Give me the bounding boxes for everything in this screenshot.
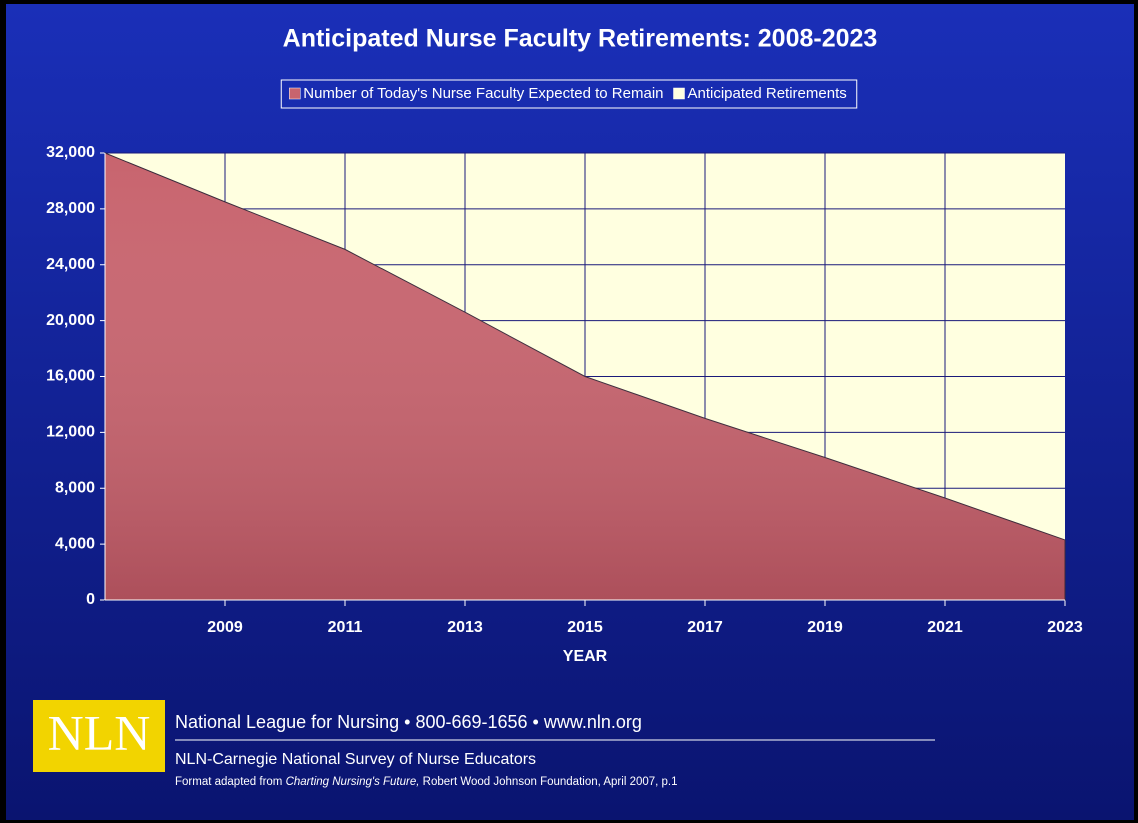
logo: NLN <box>48 704 151 760</box>
y-tick-label: 28,000 <box>46 200 95 217</box>
x-tick-label: 2023 <box>1047 619 1083 636</box>
x-tick-label: 2009 <box>207 619 243 636</box>
logo-box <box>33 700 165 772</box>
y-tick-label: 32,000 <box>46 144 95 161</box>
legend: Number of Today's Nurse Faculty Expected… <box>280 79 858 109</box>
chart-title: Anticipated Nurse Faculty Retirements: 2… <box>283 25 878 53</box>
x-tick-label: 2019 <box>807 619 843 636</box>
y-tick-label: 4,000 <box>55 535 95 552</box>
legend-swatch <box>289 87 301 100</box>
x-tick-label: 2021 <box>927 619 963 636</box>
y-tick-label: 12,000 <box>46 424 95 441</box>
x-tick-label: 2011 <box>328 619 363 636</box>
area-shade <box>105 153 1065 600</box>
x-tick-label: 2013 <box>447 619 483 636</box>
y-tick-label: 8,000 <box>55 479 95 496</box>
legend-label: Number of Today's Nurse Faculty Expected… <box>303 85 663 102</box>
source-title: Charting Nursing's Future, <box>286 776 420 788</box>
legend-box <box>280 79 858 109</box>
y-tick-label: 0 <box>86 591 95 608</box>
x-tick-label: 2017 <box>687 619 723 636</box>
plot: 0 4,000 8,000 12,000 16,000 20,000 24,000 28,00… <box>46 144 1083 636</box>
x-axis-label: YEAR <box>563 648 608 665</box>
footer-contact: National League for Nursing • 800-669-16… <box>175 712 642 732</box>
y-tick-label: 16,000 <box>46 368 95 385</box>
source-suffix: Robert Wood Johnson Foundation, April 20… <box>419 776 677 788</box>
footer-survey: NLN-Carnegie National Survey of Nurse Ed… <box>175 751 536 768</box>
legend-label: Anticipated Retirements <box>688 85 847 102</box>
footer-source: Format adapted from Charting Nursing's F… <box>175 776 678 788</box>
x-tick-label: 2015 <box>567 619 603 636</box>
source-prefix: Format adapted from <box>175 776 286 788</box>
legend-swatch <box>673 87 685 100</box>
y-tick-label: 24,000 <box>46 256 95 273</box>
y-tick-label: 20,000 <box>46 312 95 329</box>
